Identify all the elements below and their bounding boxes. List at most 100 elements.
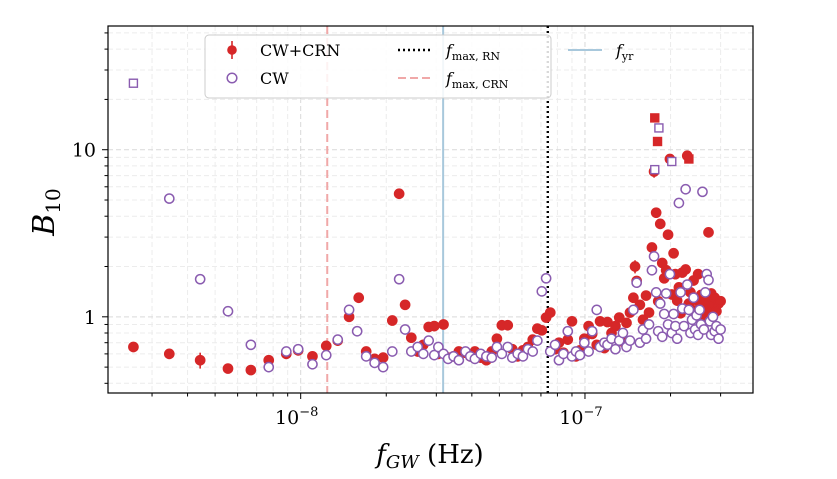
- cw-point: [245, 339, 257, 351]
- cw-point: [332, 334, 344, 346]
- cw-point: [681, 279, 693, 290]
- cw-crn-point: [629, 261, 641, 272]
- svg-text:fGW (Hz): fGW (Hz): [374, 440, 483, 473]
- cw-point: [386, 346, 398, 357]
- cw-point: [502, 341, 514, 353]
- cw-crn-point: [566, 315, 578, 327]
- legend-entry: CW: [226, 69, 289, 88]
- legend-label: CW: [260, 69, 289, 88]
- cw-point-square: [128, 78, 139, 88]
- cw-crn-point: [703, 227, 714, 238]
- cw-crn-point-square: [652, 136, 663, 147]
- cw-crn-point: [353, 292, 365, 304]
- cw-crn-point: [386, 315, 398, 326]
- cw-point: [527, 346, 539, 357]
- cw-point: [675, 287, 686, 298]
- ticks: 10−8 10−7 1 10: [72, 32, 722, 429]
- cw-point: [583, 346, 594, 357]
- y-tick-label: 1: [84, 307, 96, 329]
- cw-point: [678, 320, 690, 332]
- cw-crn-point: [613, 312, 625, 323]
- legend-entry: fmax, CRN: [398, 69, 509, 91]
- cw-point: [658, 308, 670, 320]
- cw-crn-point: [715, 295, 726, 307]
- cw-point: [683, 304, 695, 316]
- cw-point: [280, 346, 292, 357]
- legend-box: [204, 34, 552, 99]
- cw-crn-point: [405, 332, 417, 344]
- cw-point: [292, 343, 304, 355]
- cw-point-square: [667, 156, 677, 167]
- cw-point: [617, 327, 629, 339]
- cw-point: [640, 333, 652, 345]
- cw-crn-point: [668, 247, 679, 259]
- cw-point: [646, 264, 658, 276]
- cw-point: [562, 325, 574, 337]
- cw-crn-point: [680, 264, 691, 275]
- cw-point-square: [650, 164, 660, 175]
- legend-entry: fyr: [568, 41, 634, 63]
- cw-crn-point: [245, 364, 257, 376]
- cw-crn-point: [544, 307, 556, 318]
- cw-point: [453, 354, 465, 366]
- cw-point: [660, 288, 672, 299]
- cw-point: [558, 348, 569, 360]
- cw-point: [654, 298, 666, 309]
- cw-point: [643, 319, 655, 330]
- cw-crn-point: [621, 317, 632, 329]
- cw-crn-point: [377, 352, 389, 363]
- cw-point: [680, 183, 691, 195]
- cw-point: [393, 273, 405, 285]
- cw-point: [688, 292, 699, 304]
- cw-point: [715, 324, 726, 335]
- y-tick-label: 10: [72, 140, 96, 162]
- cw-point: [307, 358, 318, 370]
- cw-point: [263, 361, 275, 373]
- cw-point: [194, 273, 206, 285]
- legend-label: fyr: [615, 41, 634, 63]
- x-tick-label: 10−8: [275, 405, 318, 429]
- cw-point: [423, 335, 435, 347]
- plot-frame: [107, 25, 754, 394]
- cw-crn-point: [643, 307, 655, 318]
- cw-point: [670, 320, 681, 332]
- cw-point: [650, 287, 662, 298]
- cw-point: [713, 333, 724, 345]
- cw-point: [417, 348, 429, 360]
- cw-point: [222, 305, 234, 317]
- cw-crn-point: [610, 320, 621, 332]
- cw-point: [399, 324, 411, 335]
- cw-point: [694, 304, 705, 316]
- cw-point: [377, 361, 389, 373]
- cw-point: [517, 350, 529, 362]
- cw-point: [496, 348, 508, 360]
- cw-crn-point: [163, 348, 175, 360]
- cw-point: [343, 304, 355, 316]
- cw-crn-point: [646, 242, 658, 253]
- cw-point: [648, 251, 660, 262]
- legend-entry: CW+CRN: [227, 41, 340, 60]
- cw-crn-point: [536, 324, 548, 336]
- cw-point: [610, 343, 621, 355]
- cw-point: [671, 333, 683, 345]
- cw-point: [703, 274, 714, 286]
- cw-crn-point: [640, 290, 652, 301]
- cw-point: [591, 304, 603, 316]
- data-points: [128, 78, 726, 376]
- cw-point: [486, 352, 498, 363]
- cw-point: [579, 337, 590, 349]
- cw-crn-point: [662, 229, 674, 241]
- cw-point: [574, 349, 586, 361]
- legend-marker: [227, 45, 237, 55]
- cw-crn-point: [438, 319, 449, 330]
- cw-point: [586, 325, 598, 337]
- cw-point: [163, 193, 175, 204]
- cw-point: [536, 286, 548, 297]
- cw-crn-point: [222, 363, 234, 374]
- svg-text:B10: B10: [27, 188, 65, 237]
- cw-crn-point: [320, 340, 332, 352]
- cw-point: [540, 272, 552, 284]
- cw-crn-point: [654, 218, 666, 230]
- legend-label: fmax, RN: [445, 41, 500, 63]
